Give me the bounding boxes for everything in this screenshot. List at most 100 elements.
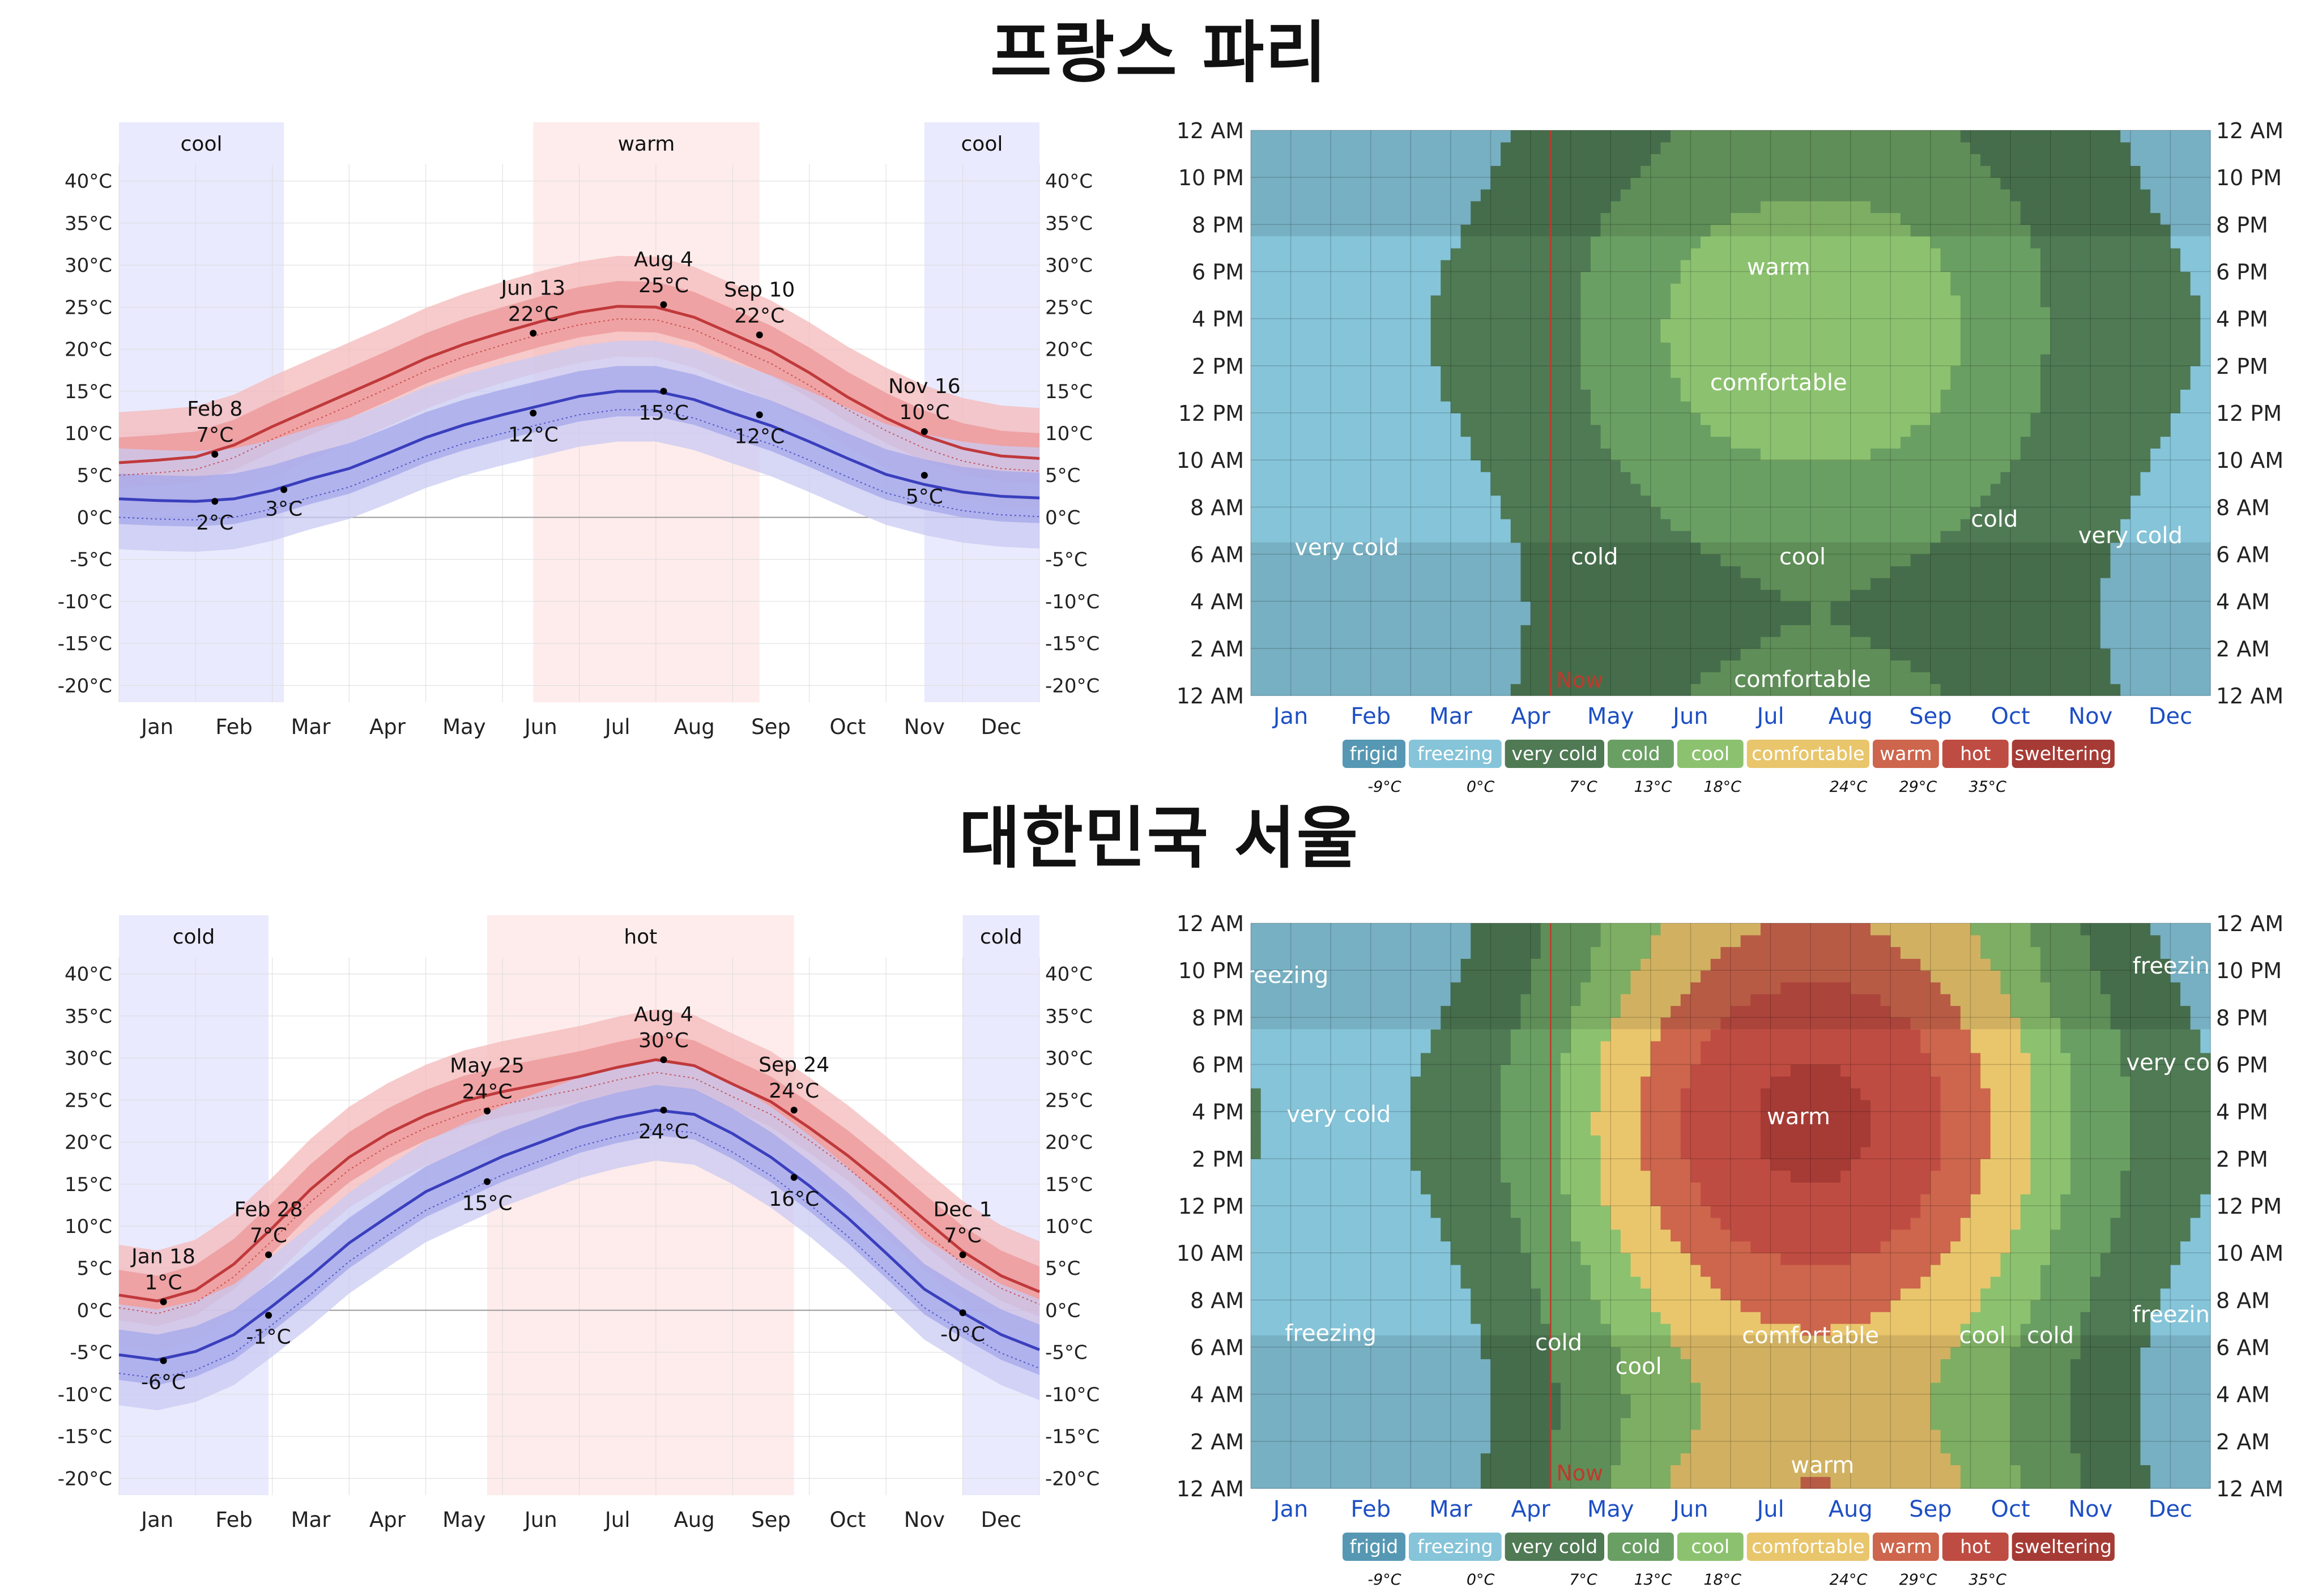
heatmap-cell <box>1870 413 1881 425</box>
heatmap-cell <box>1441 637 1451 649</box>
y-tick-label: 15°C <box>65 381 112 403</box>
heatmap-cell <box>1331 495 1341 507</box>
heatmap-cell <box>1411 648 1421 661</box>
heatmap-cell <box>1380 142 1391 155</box>
heatmap-cell <box>1620 483 1631 496</box>
heatmap-cell <box>1271 413 1281 425</box>
heatmap-cell <box>1790 330 1801 343</box>
heatmap-cell <box>1561 660 1571 673</box>
heatmap-cell <box>1580 271 1591 284</box>
heatmap-cell <box>1550 519 1561 531</box>
heatmap-cell <box>2060 460 2071 472</box>
heatmap-cell <box>1331 684 1341 696</box>
heatmap-cell <box>1301 283 1311 296</box>
heatmap-cell <box>1710 401 1721 413</box>
heatmap-cell <box>1760 342 1771 355</box>
heatmap-cell <box>1880 389 1891 402</box>
heatmap-cell <box>1501 389 1511 402</box>
heatmap-cell <box>1580 436 1591 449</box>
heatmap-cell <box>1960 436 1971 449</box>
heatmap-cell <box>2180 354 2191 366</box>
heatmap-cell <box>1550 318 1561 331</box>
heatmap-cell <box>1820 165 1831 178</box>
heatmap-cell <box>1600 153 1611 166</box>
heatmap-cell <box>2120 436 2131 449</box>
heatmap-cell <box>1380 165 1391 178</box>
heatmap-cell <box>1320 483 1331 496</box>
heatmap-cell <box>1701 318 1711 331</box>
heatmap-cell <box>1370 660 1381 673</box>
heatmap-cell <box>1770 224 1781 237</box>
heatmap-cell <box>1690 660 1701 673</box>
heatmap-cell <box>1800 354 1811 366</box>
heatmap-cell <box>1480 519 1492 531</box>
heatmap-cell <box>1340 648 1352 661</box>
heatmap-cell <box>1471 224 1481 237</box>
heatmap-cell <box>1411 519 1421 531</box>
heatmap-cell <box>2110 259 2121 272</box>
hour-label: 10 PM <box>2216 165 2282 190</box>
heatmap-cell <box>1610 271 1621 284</box>
heatmap-cell <box>1251 471 1262 484</box>
heatmap-cell <box>1950 389 1961 402</box>
heatmap-cell <box>1490 365 1501 378</box>
heatmap-cell <box>1580 295 1591 308</box>
heatmap-cell <box>1780 519 1791 531</box>
heatmap-cell <box>1471 460 1481 472</box>
heatmap-cell <box>1561 507 1571 519</box>
y-tick-label: 40°C <box>65 170 112 193</box>
heatmap-cell <box>1391 247 1401 261</box>
heatmap-cell <box>1480 436 1492 449</box>
heatmap-cell <box>1970 460 1981 472</box>
heatmap-cell <box>2050 507 2061 519</box>
heatmap-cell <box>1260 130 1271 143</box>
heatmap-cell <box>2120 271 2131 284</box>
heatmap-cell <box>1380 436 1391 449</box>
heatmap-cell <box>1301 507 1311 519</box>
heatmap-cell <box>1830 424 1841 437</box>
heatmap-cell <box>1980 495 1991 507</box>
heatmap-cell <box>1361 212 1371 225</box>
heatmap-cell <box>1361 377 1371 390</box>
heatmap-cell <box>1590 330 1601 343</box>
heatmap-cell <box>1750 637 1761 649</box>
heatmap-cell <box>1980 401 1991 413</box>
heatmap-cell <box>1960 306 1971 319</box>
hour-label: 8 AM <box>2216 495 2270 520</box>
heatmap-cell <box>1350 613 1361 625</box>
heatmap-cell <box>1800 507 1811 519</box>
heatmap-cell <box>1510 330 1522 343</box>
heatmap-cell <box>1490 389 1501 402</box>
heatmap-cell <box>1690 566 1701 578</box>
heatmap-cell <box>1780 165 1791 178</box>
heatmap-cell <box>1770 165 1781 178</box>
heatmap-cell <box>1680 637 1691 649</box>
heatmap-cell <box>2100 377 2111 390</box>
annotation-date: Sep 10 <box>724 278 795 301</box>
heatmap-cell <box>1540 401 1551 413</box>
heatmap-cell <box>1840 130 1851 143</box>
annotation-point <box>211 451 219 458</box>
heatmap-cell <box>1380 295 1391 308</box>
heatmap-cell <box>1900 330 1911 343</box>
heatmap-cell <box>1501 306 1511 319</box>
heatmap-cell <box>2070 271 2081 284</box>
heatmap-cell <box>1520 236 1531 249</box>
heatmap-cell <box>1790 401 1801 413</box>
annotation-value: 25°C <box>638 274 689 297</box>
heatmap-cell <box>1750 589 1761 602</box>
heatmap-cell <box>1641 625 1651 637</box>
heatmap-cell <box>1280 330 1292 343</box>
heatmap-cell <box>1870 495 1881 507</box>
heatmap-cell <box>1251 660 1262 673</box>
heatmap-cell <box>1890 389 1901 402</box>
heatmap-cell <box>1380 200 1391 214</box>
heatmap-cell <box>1630 625 1641 637</box>
heatmap-cell <box>1271 637 1281 649</box>
heatmap-cell <box>1400 519 1411 531</box>
heatmap-cell <box>1690 401 1701 413</box>
heatmap-cell <box>1800 448 1811 460</box>
heatmap-cell <box>1400 660 1411 673</box>
heatmap-cell <box>1790 519 1801 531</box>
heatmap-cell <box>1331 295 1341 308</box>
